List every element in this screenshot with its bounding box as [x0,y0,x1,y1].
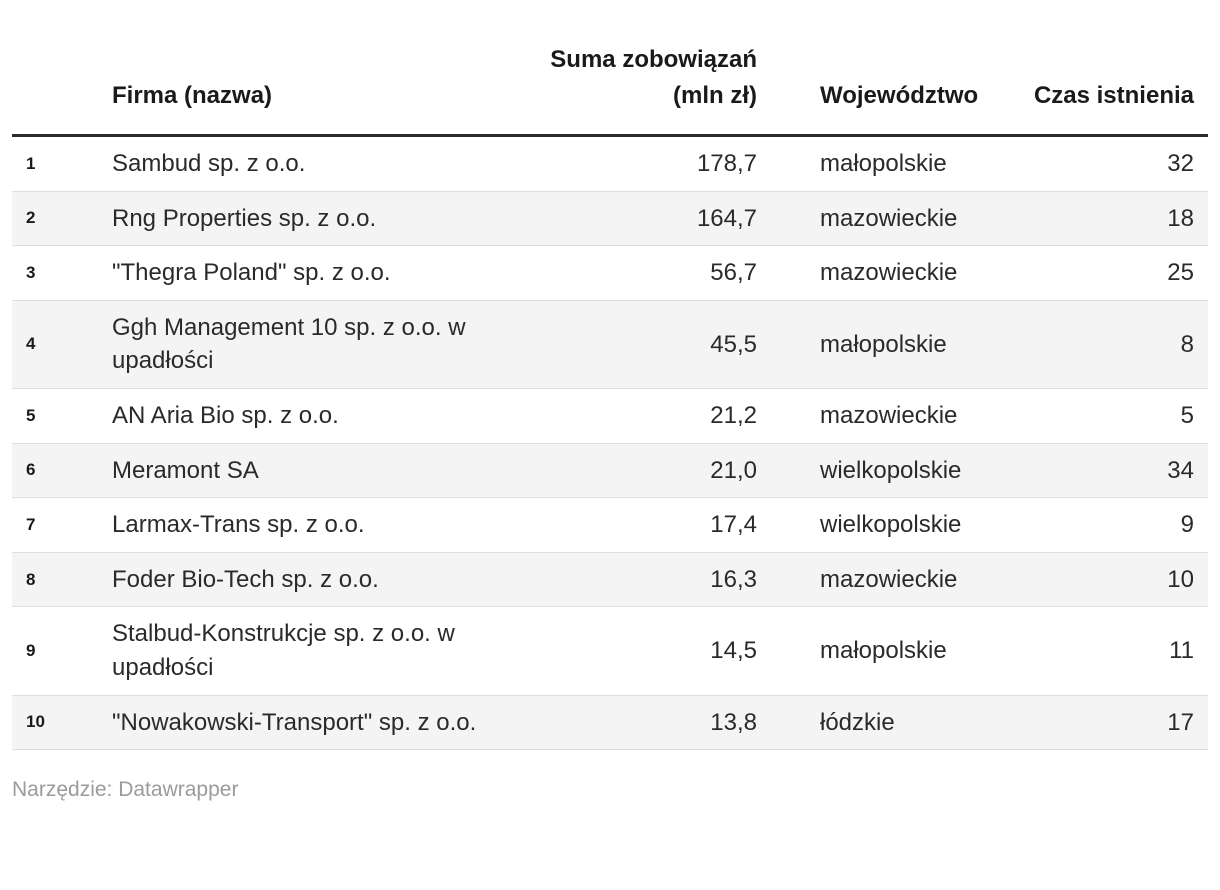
cell-age: 8 [1020,300,1208,389]
cell-rank: 4 [12,300,100,389]
table-row: 2 Rng Properties sp. z o.o. 164,7 mazowieck… [12,191,1208,247]
cell-rank: 2 [12,191,100,247]
cell-region: mazowieckie [760,245,1020,301]
cell-rank: 7 [12,497,100,553]
cell-region: mazowieckie [760,388,1020,444]
cell-region: wielkopolskie [760,497,1020,553]
cell-age: 32 [1020,135,1208,192]
cell-sum: 17,4 [545,497,760,553]
cell-age: 34 [1020,443,1208,499]
cell-sum: 164,7 [545,191,760,247]
cell-rank: 1 [12,135,100,192]
cell-sum: 56,7 [545,245,760,301]
cell-sum: 13,8 [545,695,760,751]
cell-name: Meramont SA [100,443,545,499]
table-row: 5 AN Aria Bio sp. z o.o. 21,2 mazowieckie 5 [12,388,1208,444]
cell-age: 11 [1020,606,1208,696]
cell-region: mazowieckie [760,191,1020,247]
cell-name: Sambud sp. z o.o. [100,135,545,192]
cell-age: 17 [1020,695,1208,751]
cell-name: Ggh Management 10 sp. z o.o. w upadłości [100,300,545,389]
cell-name: Rng Properties sp. z o.o. [100,191,545,247]
table-row: 3 "Thegra Poland" sp. z o.o. 56,7 mazowieck… [12,245,1208,301]
cell-name: Stalbud-Konstrukcje sp. z o.o. w upadłoś… [100,606,545,696]
cell-sum: 14,5 [545,606,760,696]
cell-age: 10 [1020,552,1208,608]
cell-region: małopolskie [760,300,1020,389]
column-header-region: Województwo [760,0,1020,137]
cell-sum: 16,3 [545,552,760,608]
cell-region: łódzkie [760,695,1020,751]
table-header: Firma (nazwa) Suma zobowiązań (mln zł) Woj… [12,0,1208,137]
cell-rank: 6 [12,443,100,499]
cell-age: 5 [1020,388,1208,444]
cell-region: wielkopolskie [760,443,1020,499]
cell-name: "Nowakowski-Transport" sp. z o.o. [100,695,545,751]
cell-age: 18 [1020,191,1208,247]
companies-table: Firma (nazwa) Suma zobowiązań (mln zł) Woj… [12,0,1208,751]
table-body: 1 Sambud sp. z o.o. 178,7 małopolskie 32 2 Rng… [12,135,1208,751]
cell-age: 9 [1020,497,1208,553]
cell-rank: 5 [12,388,100,444]
table-row: 9 Stalbud-Konstrukcje sp. z o.o. w upadło… [12,606,1208,696]
cell-name: AN Aria Bio sp. z o.o. [100,388,545,444]
cell-sum: 45,5 [545,300,760,389]
cell-rank: 10 [12,695,100,751]
column-header-age: Czas istnienia [1020,0,1208,137]
table-row: 4 Ggh Management 10 sp. z o.o. w upadłośc… [12,300,1208,389]
header-row: Firma (nazwa) Suma zobowiązań (mln zł) Woj… [12,0,1208,137]
table-row: 8 Foder Bio-Tech sp. z o.o. 16,3 mazowiecki… [12,552,1208,608]
cell-sum: 21,2 [545,388,760,444]
table-row: 10 "Nowakowski-Transport" sp. z o.o. 13,8 ł… [12,695,1208,751]
cell-rank: 8 [12,552,100,608]
cell-name: Larmax-Trans sp. z o.o. [100,497,545,553]
cell-rank: 9 [12,606,100,696]
cell-name: "Thegra Poland" sp. z o.o. [100,245,545,301]
cell-name: Foder Bio-Tech sp. z o.o. [100,552,545,608]
source-note: Narzędzie: Datawrapper [12,778,239,802]
cell-region: mazowieckie [760,552,1020,608]
cell-sum: 178,7 [545,135,760,192]
column-header-rank [12,0,100,137]
table-row: 7 Larmax-Trans sp. z o.o. 17,4 wielkopolski… [12,497,1208,553]
cell-rank: 3 [12,245,100,301]
column-header-sum: Suma zobowiązań (mln zł) [545,0,760,137]
cell-region: małopolskie [760,135,1020,192]
table-row: 1 Sambud sp. z o.o. 178,7 małopolskie 32 [12,135,1208,192]
table-row: 6 Meramont SA 21,0 wielkopolskie 34 [12,443,1208,499]
column-header-name: Firma (nazwa) [100,0,545,137]
cell-sum: 21,0 [545,443,760,499]
cell-age: 25 [1020,245,1208,301]
cell-region: małopolskie [760,606,1020,696]
